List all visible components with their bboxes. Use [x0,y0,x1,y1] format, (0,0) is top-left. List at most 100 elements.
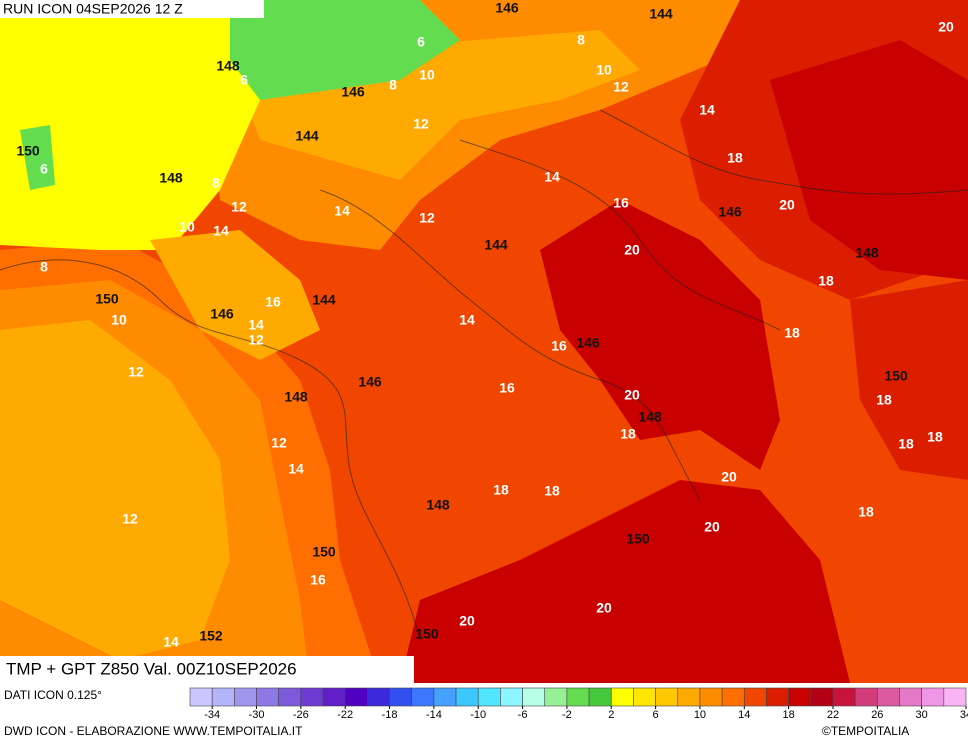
colorbar-swatch [477,687,501,707]
colorbar-tick-label: 2 [608,709,614,721]
temperature-label: 18 [620,426,636,442]
colorbar-swatch [877,687,900,707]
temperature-label: 12 [231,199,247,215]
temperature-label: 10 [111,312,127,328]
colorbar-tick-label: -34 [204,709,220,721]
temperature-label: 12 [248,332,264,348]
colorbar-swatch [433,687,457,707]
temperature-label: 18 [544,483,560,499]
run-title: RUN ICON 04SEP2026 12 Z [3,1,183,17]
map-fields [0,0,968,683]
colorbar-swatch [189,687,213,707]
colorbar-tick-label: 10 [694,709,706,721]
height-label: 150 [95,291,119,307]
colorbar-swatch [766,687,789,707]
colorbar-swatch [743,687,767,707]
temperature-label: 18 [784,325,800,341]
temperature-label: 10 [179,219,195,235]
colorbar-tick-label: -30 [249,709,265,721]
temperature-label: 20 [596,600,612,616]
temperature-label: 18 [927,429,943,445]
temperature-label: 14 [459,312,475,328]
height-label: 146 [210,306,234,322]
temperature-label: 6 [40,161,48,177]
height-label: 150 [626,531,650,547]
colorbar-swatch [610,687,634,707]
colorbar-swatch [411,687,435,707]
field-label: TMP + GPT Z850 Val. 00Z10SEP2026 [6,659,297,678]
temperature-label: 6 [240,72,248,88]
colorbar-tick-label: -14 [426,709,442,721]
temperature-label: 14 [163,634,179,650]
colorbar-swatch [322,687,346,707]
height-label: 150 [16,143,40,159]
temperature-label: 10 [419,67,435,83]
temperature-label: 16 [551,338,567,354]
temperature-label: 16 [613,195,629,211]
temperature-label: 18 [858,504,874,520]
height-label: 144 [484,237,508,253]
colorbar-swatch [234,687,257,707]
colorbar-tick-label: -22 [337,709,353,721]
temperature-label: 20 [624,242,640,258]
temperature-label: 18 [493,482,509,498]
colorbar-swatch [721,687,745,707]
temperature-label: 20 [779,197,795,213]
temperature-label: 20 [938,19,954,35]
copyright: ©TEMPOITALIA [822,724,909,738]
colorbar-tick-label: -26 [293,709,309,721]
height-label: 146 [495,0,519,16]
height-label: 146 [358,374,382,390]
height-label: 150 [884,368,908,384]
colorbar-swatch [455,687,479,707]
colorbar-swatch [810,687,834,707]
colorbar-tick-label: 6 [653,709,659,721]
colorbar-tick-label: 18 [783,709,795,721]
colorbar-tick-label: -6 [518,709,528,721]
temperature-label: 10 [596,62,612,78]
temperature-label: 12 [419,210,435,226]
colorbar-swatch [522,687,546,707]
colorbar-swatch [854,687,878,707]
colorbar-tick-label: 34 [960,709,968,721]
colorbar-swatch [389,687,413,707]
temperature-label: 8 [212,175,220,191]
temperature-label: 14 [334,203,350,219]
colorbar-swatch [256,687,279,707]
temperature-label: 6 [417,34,425,50]
header-box [0,0,264,18]
colorbar-swatch [899,687,922,707]
temperature-label: 20 [459,613,475,629]
height-label: 150 [312,544,336,560]
colorbar-swatch [633,687,656,707]
temperature-label: 12 [128,364,144,380]
temperature-label: 16 [499,380,515,396]
colorbar-swatch [500,687,523,707]
colorbar-swatch [367,687,390,707]
colorbar-tick-label: -2 [562,709,572,721]
temperature-label: 20 [624,387,640,403]
height-label: 144 [295,128,319,144]
colorbar-swatch [699,687,723,707]
height-label: 146 [576,335,600,351]
credit: DWD ICON - ELABORAZIONE WWW.TEMPOITALIA.… [4,724,303,738]
height-label: 148 [159,170,183,186]
colorbar-swatch [344,687,368,707]
temperature-label: 18 [876,392,892,408]
colorbar-tick-label: 22 [827,709,839,721]
height-label: 148 [426,497,450,513]
colorbar: -34 -30 -26 -22 -18 -14 -10 -6 -2 2 6 10 14 18 22 26 30 3… [189,687,968,721]
temperature-label: 18 [818,273,834,289]
colorbar-swatch [921,687,945,707]
temperature-label: 12 [613,79,629,95]
temperature-label: 8 [40,259,48,275]
height-label: 152 [199,628,223,644]
height-label: 148 [284,389,308,405]
colorbar-tick-label: -10 [470,709,486,721]
temperature-label: 14 [248,317,264,333]
colorbar-tick-label: 26 [871,709,883,721]
colorbar-swatch [566,687,590,707]
colorbar-swatch [588,687,612,707]
